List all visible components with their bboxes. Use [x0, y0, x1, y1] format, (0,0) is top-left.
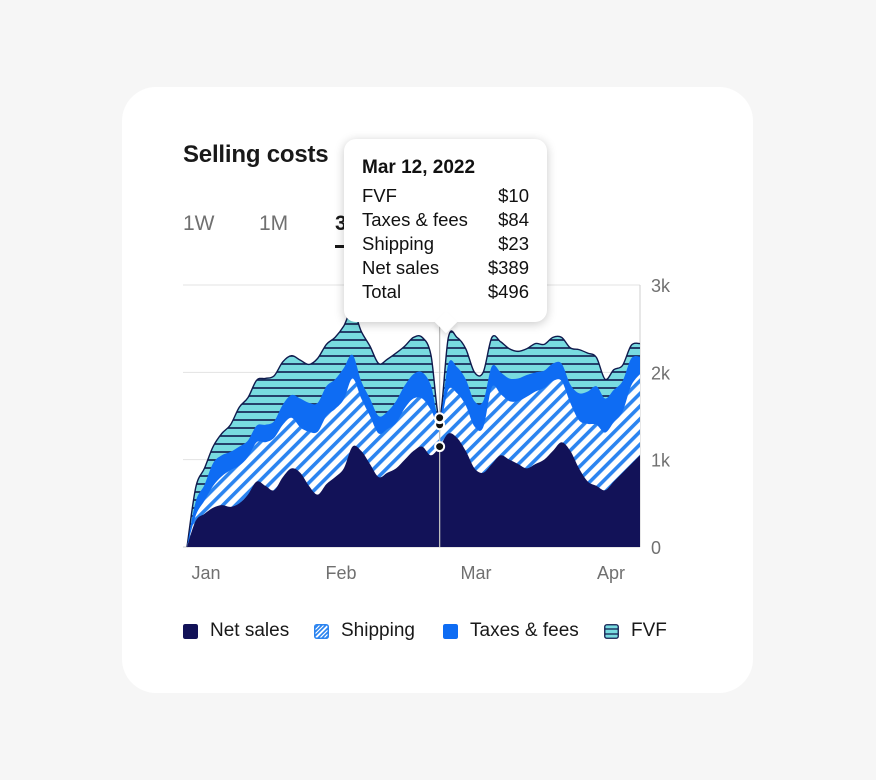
legend-item-shipping[interactable]: Shipping [314, 620, 415, 642]
x-tick-label: Mar [461, 563, 492, 583]
tooltip-row-shipping: Shipping $23 [362, 232, 529, 256]
tooltip-value: $23 [498, 233, 529, 254]
x-tick-label: Feb [325, 563, 356, 583]
area-net-sales [187, 433, 640, 547]
legend-item-fvf[interactable]: FVF [604, 620, 667, 642]
legend-label: Net sales [210, 620, 290, 641]
diagonal-hatch-square-icon [314, 623, 329, 639]
y-tick-label: 1k [651, 451, 671, 471]
tooltip-row-fvf: FVF $10 [362, 184, 529, 208]
x-tick-label: Jan [191, 563, 220, 583]
tab-1m[interactable]: 1M [259, 212, 289, 235]
legend-label: Shipping [341, 620, 415, 641]
tab-1w[interactable]: 1W [183, 212, 215, 235]
y-tick-label: 2k [651, 363, 671, 383]
tooltip-label: Total [362, 281, 402, 302]
tooltip-date: Mar 12, 2022 [362, 157, 476, 178]
horizontal-hatch-square-icon [604, 623, 619, 639]
solid-square-icon [183, 623, 198, 639]
legend-label: Taxes & fees [470, 620, 579, 641]
tooltip-value: $496 [487, 281, 529, 302]
legend-item-net-sales[interactable]: Net sales [183, 620, 289, 642]
y-tick-label: 0 [651, 538, 661, 558]
tooltip-row-net-sales: Net sales $389 [362, 256, 529, 280]
chart-title: Selling costs [183, 141, 329, 168]
solid-square-icon [443, 623, 458, 639]
legend-label: FVF [631, 620, 667, 641]
hover-point [434, 412, 446, 424]
x-tick-label: Apr [597, 563, 625, 583]
tooltip-row-total: Total $496 [362, 280, 529, 304]
tooltip-value: $10 [498, 185, 529, 206]
y-tick-label: 3k [651, 276, 671, 296]
tooltip-label: Shipping [362, 233, 435, 254]
tooltip-label: Taxes & fees [362, 209, 468, 230]
tooltip-label: Net sales [362, 257, 440, 278]
hover-point [434, 441, 446, 453]
tooltip-label: FVF [362, 185, 397, 206]
legend-item-taxes-fees[interactable]: Taxes & fees [443, 620, 579, 642]
tooltip-value: $389 [487, 257, 529, 278]
area-fvf-outline [186, 308, 641, 548]
tooltip-row-taxes-fees: Taxes & fees $84 [362, 208, 529, 232]
tooltip-value: $84 [498, 209, 529, 230]
chart-tooltip: Mar 12, 2022 FVF $10 Taxes & fees $84 Sh… [344, 139, 547, 322]
